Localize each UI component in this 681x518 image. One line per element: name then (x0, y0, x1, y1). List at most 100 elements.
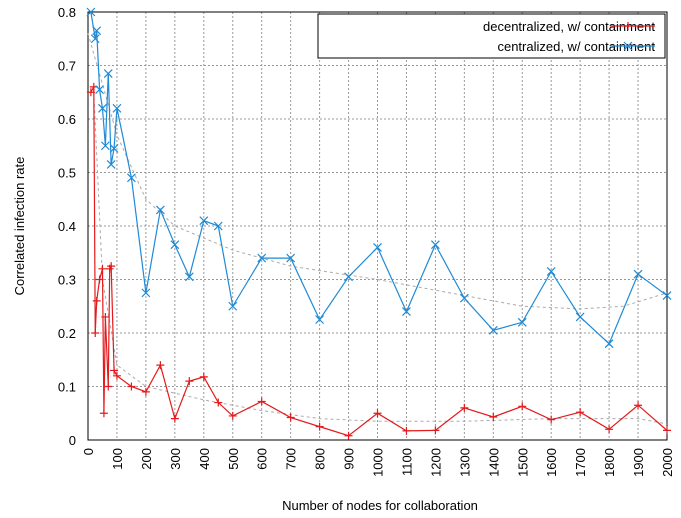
x-tick-label: 900 (342, 448, 357, 470)
y-tick-label: 0.2 (58, 326, 76, 341)
data-point (98, 103, 107, 113)
y-tick-label: 0.4 (58, 219, 76, 234)
x-tick-label: 1900 (631, 448, 646, 477)
x-tick-label: 1600 (544, 448, 559, 477)
y-tick-label: 0.3 (58, 273, 76, 288)
data-point (110, 366, 119, 375)
data-point (634, 401, 643, 410)
x-tick-label: 2000 (660, 448, 675, 477)
data-point (633, 269, 643, 279)
y-tick-label: 0.6 (58, 112, 76, 127)
data-point (517, 317, 527, 327)
x-tick-label: 0 (81, 448, 96, 455)
data-point (662, 291, 672, 300)
data-point (95, 275, 104, 284)
data-point (546, 267, 556, 276)
data-point (141, 288, 151, 298)
x-tick-label: 1400 (486, 448, 501, 477)
data-point (488, 325, 498, 335)
data-point (315, 315, 325, 325)
x-tick-label: 1100 (399, 448, 414, 476)
data-point (518, 402, 527, 411)
data-point (100, 141, 110, 151)
data-point (112, 371, 121, 380)
legend-label: decentralized, w/ containment (483, 19, 655, 34)
x-tick-label: 800 (313, 448, 328, 470)
data-point (92, 296, 101, 305)
data-point (257, 397, 266, 406)
data-point (141, 387, 150, 396)
data-point (98, 264, 107, 273)
data-point (576, 408, 585, 417)
legend-label: centralized, w/ containment (497, 39, 655, 54)
trend-line (93, 92, 668, 425)
data-point (214, 398, 223, 407)
data-point (547, 415, 556, 424)
x-tick-label: 700 (284, 448, 299, 470)
data-point (430, 240, 440, 250)
data-point (228, 411, 237, 420)
data-point (184, 272, 194, 282)
x-tick-label: 400 (197, 448, 212, 470)
data-point (86, 88, 95, 97)
data-point (109, 144, 119, 153)
data-point (170, 414, 179, 423)
data-point (90, 34, 100, 44)
x-tick-label: 300 (168, 448, 183, 470)
data-point (127, 173, 136, 183)
data-point (107, 262, 116, 271)
data-point (373, 409, 382, 418)
x-tick-label: 100 (110, 448, 125, 470)
data-point (604, 339, 614, 349)
data-point (213, 221, 223, 231)
data-point (286, 253, 296, 263)
legend-marker (624, 22, 632, 30)
legend-box (317, 13, 666, 59)
y-tick-label: 0.5 (58, 166, 76, 181)
data-point (91, 329, 100, 337)
data-point (99, 409, 108, 418)
data-point (315, 422, 324, 431)
data-point (402, 307, 411, 317)
data-point (489, 412, 498, 421)
data-point (373, 242, 382, 252)
data-point (92, 26, 102, 36)
data-point (199, 216, 209, 226)
x-tick-label: 1800 (602, 448, 617, 477)
trend-line (87, 33, 668, 310)
data-point (199, 372, 208, 381)
data-point (605, 425, 614, 434)
series-line (90, 86, 668, 437)
legend-marker (623, 41, 633, 51)
data-point (185, 377, 194, 386)
y-tick-label: 0.1 (58, 380, 76, 395)
data-point (104, 382, 113, 391)
x-tick-label: 600 (255, 448, 270, 470)
data-point (155, 205, 165, 215)
data-point (170, 240, 180, 250)
data-point (101, 312, 110, 321)
data-point (112, 103, 122, 113)
data-point (228, 301, 238, 311)
data-point (127, 382, 136, 391)
x-tick-label: 1200 (428, 448, 443, 477)
plot-frame (87, 11, 668, 441)
x-tick-label: 1700 (573, 448, 588, 477)
y-tick-label: 0.8 (58, 5, 76, 20)
data-point (402, 426, 411, 435)
data-point (156, 361, 165, 370)
data-point (344, 272, 353, 282)
x-tick-label: 500 (226, 448, 241, 470)
data-point (95, 85, 105, 94)
data-point (257, 253, 267, 263)
data-point (460, 403, 469, 412)
x-tick-label: 1300 (457, 448, 472, 477)
y-tick-label: 0.7 (58, 59, 76, 74)
data-point (459, 293, 469, 303)
data-point (663, 426, 671, 435)
data-point (86, 7, 96, 17)
data-point (103, 69, 113, 78)
x-tick-label: 200 (139, 448, 154, 470)
